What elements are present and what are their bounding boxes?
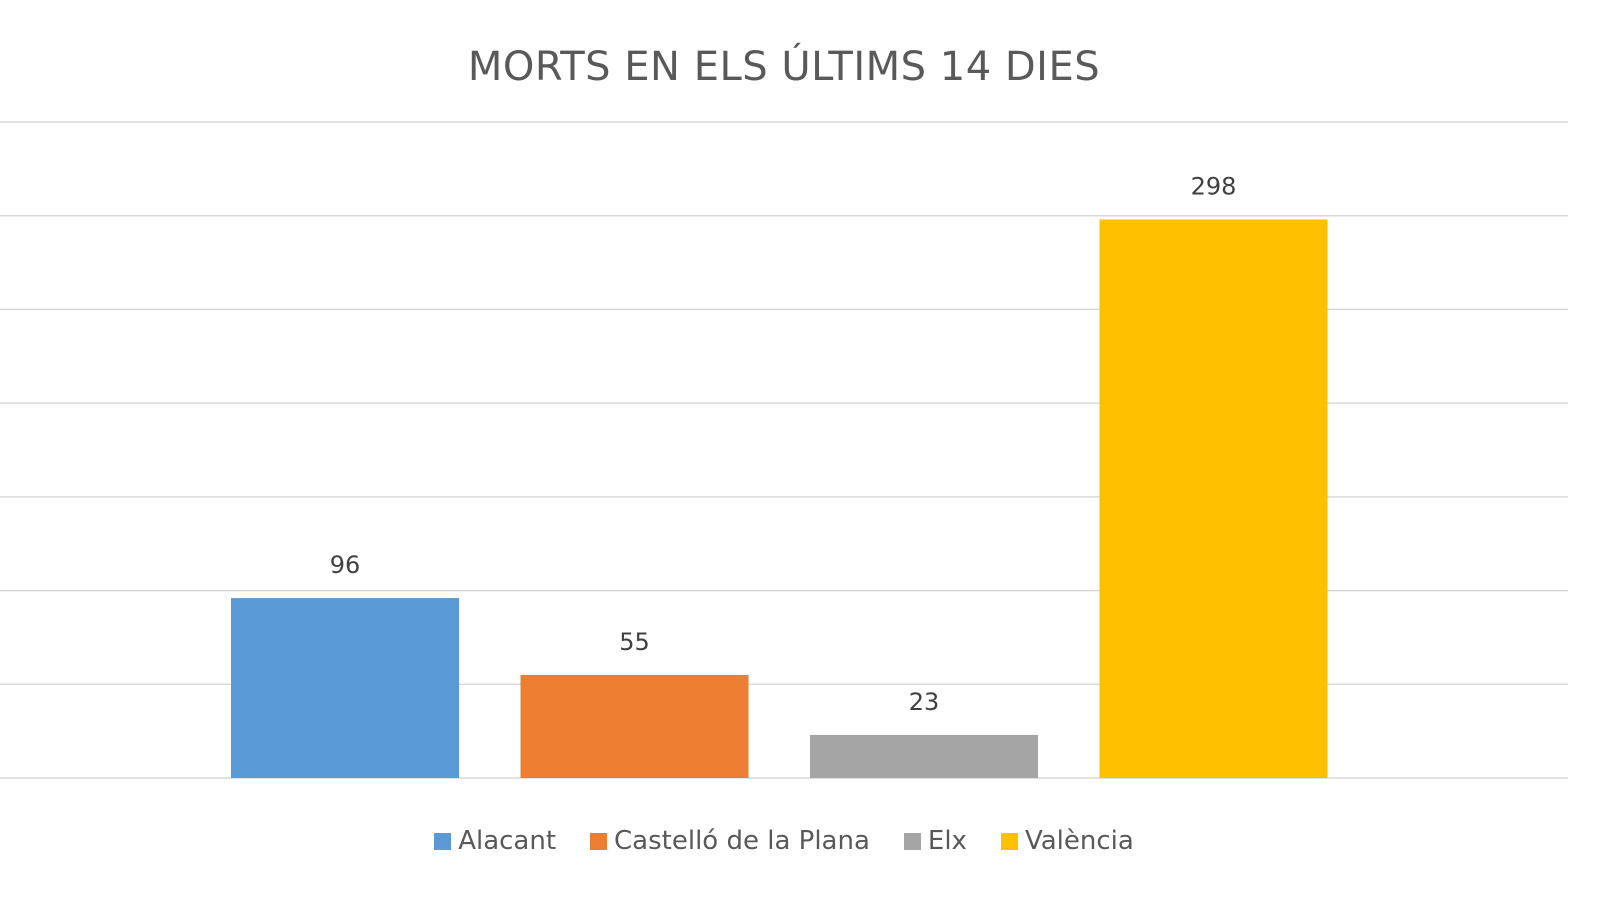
legend-item: València: [1000, 826, 1134, 856]
legend-label: Alacant: [458, 826, 557, 856]
legend-swatch: [434, 832, 452, 850]
legend-label: València: [1024, 826, 1134, 856]
data-label: 298: [1191, 172, 1237, 200]
legend: Alacant Castelló de la Plana Elx València: [0, 826, 1568, 856]
bar-elx: [810, 734, 1038, 778]
bars: [231, 219, 1328, 778]
bar-val-ncia: [1099, 219, 1328, 778]
legend-swatch: [903, 832, 921, 850]
legend-item: Castelló de la Plana: [590, 826, 870, 856]
bar-castell-de-la-plana: [520, 674, 749, 778]
legend-label: Castelló de la Plana: [614, 826, 870, 856]
legend-swatch: [1000, 832, 1018, 850]
data-labels: 96 55 23 298: [330, 172, 1237, 715]
data-label: 55: [619, 628, 650, 656]
legend-item: Elx: [903, 826, 967, 856]
data-label: 23: [909, 688, 940, 716]
legend-item: Alacant: [434, 826, 556, 856]
legend-swatch: [590, 832, 608, 850]
data-label: 96: [330, 551, 361, 579]
chart-title: MORTS EN ELS ÚLTIMS 14 DIES: [467, 44, 1101, 90]
bar-alacant: [231, 598, 459, 778]
legend-label: Elx: [927, 826, 967, 856]
